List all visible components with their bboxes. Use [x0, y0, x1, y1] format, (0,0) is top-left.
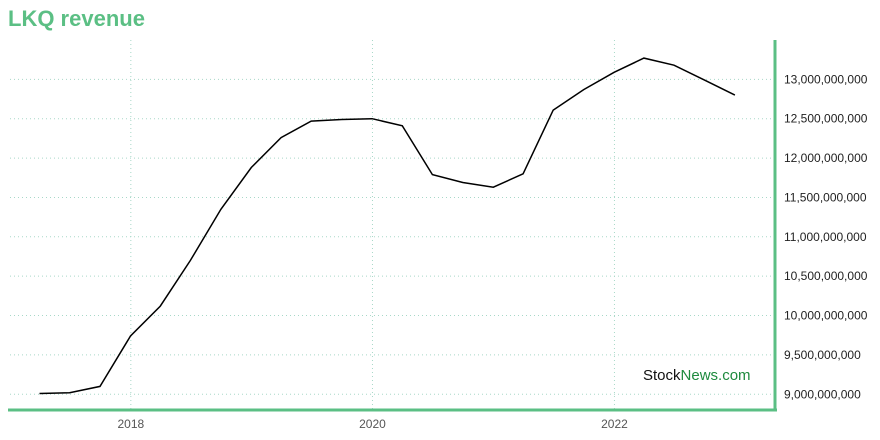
- y-axis-ticks: 9,000,000,000 9,500,000,000 10,000,000,000…: [784, 72, 868, 401]
- y-tick-label: 9,500,000,000: [784, 348, 861, 362]
- x-tick-label: 2018: [117, 417, 144, 431]
- watermark-com: .com: [718, 367, 751, 384]
- y-tick-label: 11,000,000,000: [784, 230, 867, 244]
- watermark: StockNews.com: [643, 367, 751, 384]
- page-title: LKQ revenue: [8, 6, 145, 31]
- series-line: [39, 57, 736, 395]
- x-tick-label: 2020: [359, 417, 386, 431]
- y-tick-label: 9,000,000,000: [784, 387, 861, 401]
- watermark-news: News: [681, 367, 719, 384]
- y-tick-label: 13,000,000,000: [784, 72, 868, 86]
- x-tick-label: 2022: [601, 417, 628, 431]
- y-tick-label: 12,500,000,000: [784, 112, 868, 126]
- watermark-stock: Stock: [643, 367, 681, 384]
- grid: [10, 40, 775, 410]
- y-tick-label: 10,000,000,000: [784, 309, 868, 323]
- y-tick-label: 10,500,000,000: [784, 269, 868, 283]
- x-axis-ticks: 2018 2020 2022: [117, 417, 628, 431]
- y-tick-label: 12,000,000,000: [784, 151, 868, 165]
- y-tick-label: 11,500,000,000: [784, 190, 867, 204]
